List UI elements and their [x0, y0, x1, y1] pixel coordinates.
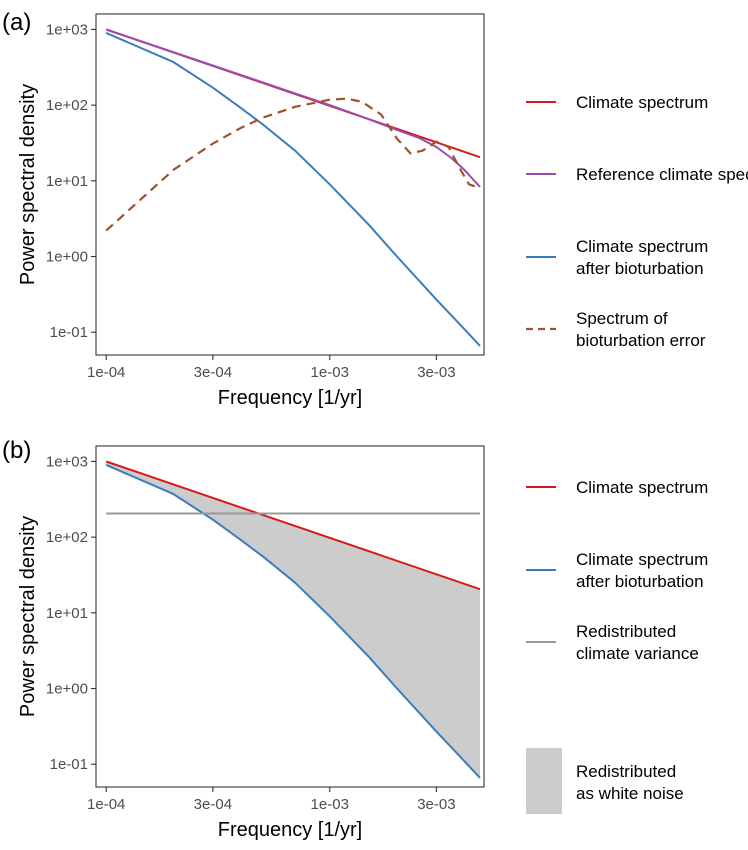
- x-tick-label: 3e-04: [194, 364, 232, 381]
- series-line-reference-climate-spectrum: [105, 28, 481, 188]
- y-tick-label: 1e+01: [46, 605, 88, 622]
- shaded-area: [106, 461, 480, 778]
- y-axis-title: Power spectral density: [17, 516, 39, 717]
- y-tick-label: 1e+01: [46, 173, 88, 190]
- y-tick-label: 1e+02: [46, 97, 88, 114]
- y-tick-label: 1e+00: [46, 681, 88, 698]
- series-line-climate-spectrum-after-bioturbation: [105, 31, 481, 347]
- y-tick-label: 1e-01: [50, 756, 88, 773]
- series-line-spectrum-of-bioturbation-error: [105, 97, 481, 232]
- plot-frame: [95, 13, 485, 356]
- x-tick-label: 3e-03: [417, 796, 455, 813]
- plot-frame: [95, 445, 485, 788]
- legend: Climate spectrum Climate spectrum after bi…: [526, 478, 708, 814]
- legend-label-area: Redistributed as white noise: [576, 762, 684, 803]
- panel-0: (a) 1e+03 1e+02 1e+01 1e+00 1e-01 1e-04 3e-04 1e…: [2, 9, 748, 409]
- y-tick-label: 1e+02: [46, 529, 88, 546]
- panel-label: (b): [2, 437, 31, 464]
- legend: Climate spectrum Reference climate spectr…: [526, 93, 748, 350]
- legend-key-area: [526, 748, 562, 814]
- legend-label-climate-spectrum-after-bioturbation: Climate spectrum after bioturbation: [576, 237, 708, 278]
- x-axis-title: Frequency [1/yr]: [218, 387, 363, 409]
- legend-label-redistributed-climate-variance: Redistributed climate variance: [576, 622, 699, 663]
- x-axis-title: Frequency [1/yr]: [218, 819, 363, 841]
- x-tick-label: 3e-03: [417, 364, 455, 381]
- legend-label-reference-climate-spectrum: Reference climate spectrum: [576, 165, 748, 184]
- x-tick-label: 1e-03: [311, 364, 349, 381]
- x-tick-label: 1e-04: [87, 796, 125, 813]
- series-line-climate-spectrum: [105, 460, 481, 591]
- legend-label-climate-spectrum: Climate spectrum: [576, 478, 708, 497]
- legend-label-climate-spectrum-after-bioturbation: Climate spectrum after bioturbation: [576, 550, 708, 591]
- y-tick-label: 1e-01: [50, 324, 88, 341]
- panel-label: (a): [2, 9, 31, 36]
- y-tick-label: 1e+03: [46, 453, 88, 470]
- y-tick-label: 1e+00: [46, 249, 88, 266]
- legend-label-climate-spectrum: Climate spectrum: [576, 93, 708, 112]
- x-tick-label: 1e-04: [87, 364, 125, 381]
- y-tick-label: 1e+03: [46, 21, 88, 38]
- y-axis-title: Power spectral density: [17, 84, 39, 285]
- legend-label-spectrum-of-bioturbation-error: Spectrum of bioturbation error: [576, 309, 706, 350]
- series-line-climate-spectrum-after-bioturbation: [105, 463, 481, 779]
- panel-1: (b) 1e+03 1e+02 1e+01 1e+00 1e-01 1e-04 3e-04 1e…: [2, 437, 708, 841]
- x-tick-label: 3e-04: [194, 796, 232, 813]
- x-tick-label: 1e-03: [311, 796, 349, 813]
